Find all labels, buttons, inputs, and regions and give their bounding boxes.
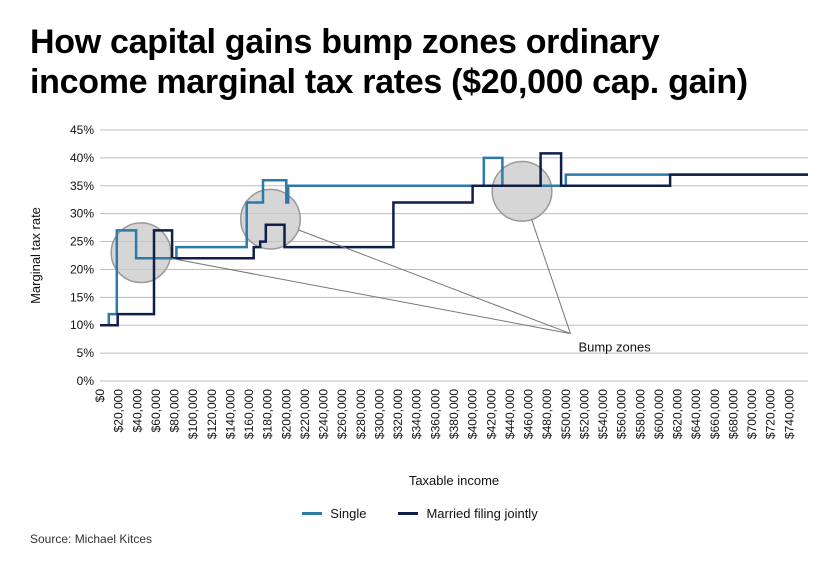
annotation-bump-zones: Bump zones (578, 340, 651, 355)
annotation-leader-1 (170, 257, 571, 335)
x-tick-label-36: $720,000 (764, 389, 778, 439)
x-tick-label-11: $220,000 (298, 389, 312, 439)
x-tick-label-10: $200,000 (279, 389, 293, 439)
annotation-leader-2 (298, 229, 571, 335)
y-tick-label-20: 20% (70, 262, 94, 276)
bump-zone-circle-2 (239, 188, 302, 250)
annotation-leader-3 (531, 219, 571, 334)
series-line-single (100, 156, 808, 327)
x-tick-label-22: $440,000 (503, 389, 517, 439)
x-tick-label-8: $160,000 (242, 389, 256, 439)
chart-title-line-1: How capital gains bump zones ordinary (30, 23, 660, 61)
x-tick-label-3: $60,000 (149, 389, 163, 433)
x-tick-label-29: $580,000 (633, 389, 647, 439)
x-tick-label-6: $120,000 (205, 389, 219, 439)
x-tick-label-24: $480,000 (540, 389, 554, 439)
bump-zone-circle-1 (110, 222, 172, 284)
y-tick-label-10: 10% (70, 318, 94, 332)
tax-rate-chart: 0% 5% 10% 15% 20% 25% 30% 35% 40% 45% $0 $20,000 $40… (28, 123, 808, 488)
y-tick-label-25: 25% (70, 235, 94, 249)
x-tick-label-9: $180,000 (261, 389, 275, 439)
x-tick-label-37: $740,000 (782, 389, 796, 439)
x-tick-label-25: $500,000 (559, 389, 573, 439)
x-tick-label-0: $0 (93, 389, 107, 403)
x-tick-label-1: $20,000 (112, 389, 126, 433)
legend-item-married: Married filing jointly (398, 506, 538, 521)
y-tick-label-45: 45% (70, 123, 94, 137)
x-tick-label-12: $240,000 (317, 389, 331, 439)
legend-swatch-single (302, 512, 323, 515)
y-tick-label-30: 30% (70, 207, 94, 221)
legend-swatch-married (398, 512, 419, 515)
x-tick-label-19: $380,000 (447, 389, 461, 439)
x-tick-label-34: $680,000 (726, 389, 740, 439)
x-tick-label-2: $40,000 (130, 389, 144, 433)
bump-zone-circle-3 (491, 160, 553, 222)
y-tick-label-15: 15% (70, 290, 94, 304)
x-tick-label-27: $540,000 (596, 389, 610, 439)
y-axis-title: Marginal tax rate (28, 207, 43, 304)
x-tick-label-21: $420,000 (484, 389, 498, 439)
chart-title-line-2: income marginal tax rates ($20,000 cap. … (30, 63, 748, 101)
x-tick-label-16: $320,000 (391, 389, 405, 439)
legend-label-single: Single (330, 506, 367, 521)
y-tick-label-0: 0% (77, 374, 95, 388)
source-note: Source: Michael Kitces (30, 532, 153, 546)
x-axis-title: Taxable income (409, 473, 499, 488)
x-tick-label-17: $340,000 (410, 389, 424, 439)
legend-item-single: Single (302, 506, 366, 521)
series-line-married (100, 152, 808, 327)
x-tick-label-13: $260,000 (335, 389, 349, 439)
x-tick-label-30: $600,000 (652, 389, 666, 439)
legend: Single Married filing jointly (0, 506, 840, 521)
x-tick-label-18: $360,000 (428, 389, 442, 439)
x-tick-label-26: $520,000 (577, 389, 591, 439)
x-tick-label-5: $100,000 (186, 389, 200, 439)
x-tick-label-7: $140,000 (223, 389, 237, 439)
x-tick-label-32: $640,000 (689, 389, 703, 439)
x-tick-label-15: $300,000 (372, 389, 386, 439)
y-tick-label-35: 35% (70, 179, 94, 193)
x-tick-label-14: $280,000 (354, 389, 368, 439)
x-tick-label-4: $80,000 (168, 389, 182, 433)
y-tick-label-5: 5% (77, 346, 95, 360)
x-tick-label-31: $620,000 (671, 389, 685, 439)
x-tick-label-20: $400,000 (466, 389, 480, 439)
x-tick-label-28: $560,000 (615, 389, 629, 439)
x-tick-label-33: $660,000 (708, 389, 722, 439)
chart-title: How capital gains bump zones ordinary in… (30, 22, 830, 102)
x-tick-label-35: $700,000 (745, 389, 759, 439)
legend-label-married: Married filing jointly (426, 506, 538, 521)
x-tick-label-23: $460,000 (522, 389, 536, 439)
y-tick-label-40: 40% (70, 151, 94, 165)
